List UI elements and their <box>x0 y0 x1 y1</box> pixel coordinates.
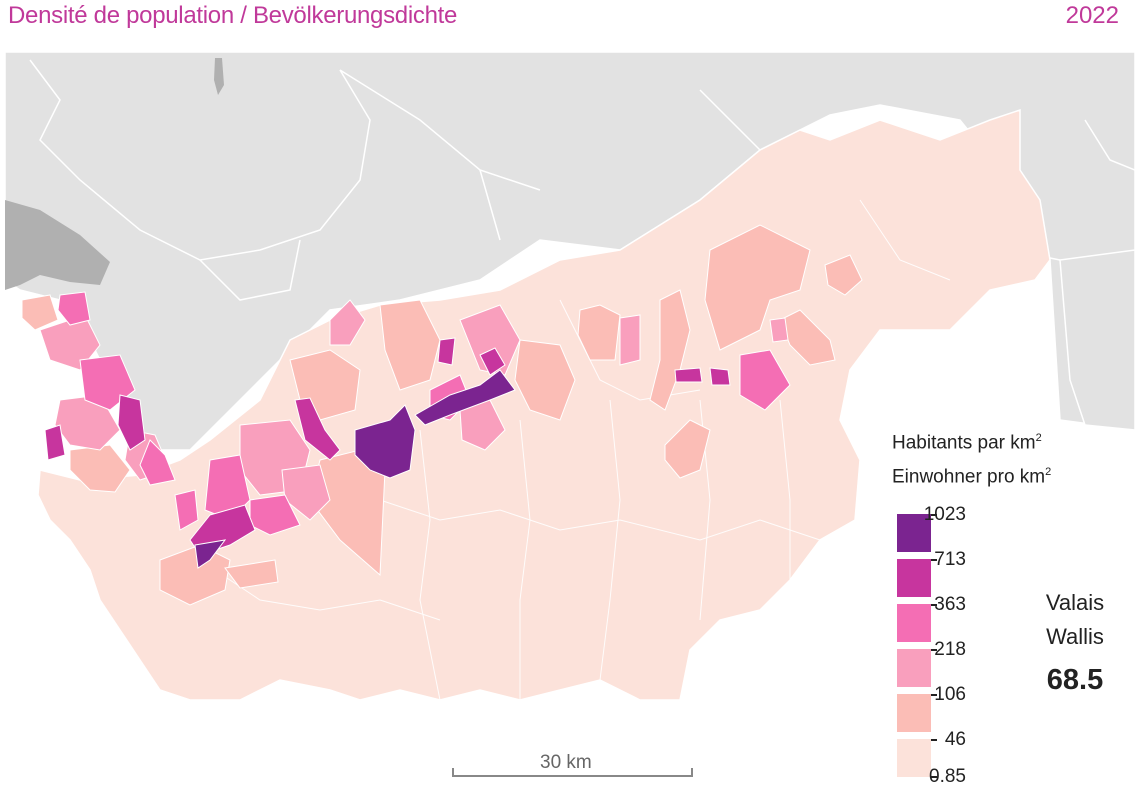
neighbour-borders <box>29 59 1135 301</box>
legend-swatch <box>897 694 931 732</box>
legend-tick <box>931 514 937 516</box>
legend-tick <box>931 559 937 561</box>
scale-bar <box>452 768 693 777</box>
commune-borders <box>199 199 951 701</box>
legend-min-label: 0.85 <box>929 766 966 787</box>
legend-tick <box>931 739 937 741</box>
map-title: Densité de population / Bevölkerungsdich… <box>8 2 458 29</box>
lake-small <box>214 58 224 95</box>
legend-title-de: Einwohner pro km2 <box>892 466 1052 488</box>
legend-class-label: 363 <box>934 594 966 615</box>
choropleth-map <box>0 48 1135 802</box>
region-name-de: Wallis <box>1046 624 1104 649</box>
legend-tick <box>931 776 937 778</box>
legend-class-label: 46 <box>944 729 966 750</box>
legend-swatch <box>897 514 931 552</box>
legend-swatch <box>897 739 931 777</box>
lake-leman <box>5 200 110 290</box>
region-name-fr: Valais <box>1045 590 1105 615</box>
communes-class-1023 <box>194 369 516 569</box>
communes-class-713 <box>44 337 731 556</box>
legend-swatch <box>897 649 931 687</box>
legend-class-label: 106 <box>934 684 966 705</box>
legend-swatch <box>897 604 931 642</box>
communes-class-106 <box>21 224 863 606</box>
legend-tick <box>931 694 937 696</box>
legend-class-label: 713 <box>934 549 966 570</box>
map-year: 2022 <box>1065 2 1119 29</box>
legend-tick <box>931 649 937 651</box>
legend-tick <box>931 604 937 606</box>
legend-title-fr: Habitants par km2 <box>892 432 1042 454</box>
scale-bar-label: 30 km <box>540 752 592 773</box>
legend-class-label: 1023 <box>923 504 966 525</box>
canton-average-density: 68.5 <box>1046 664 1104 696</box>
neighbouring-region-east <box>1059 249 1135 431</box>
legend-swatch <box>897 559 931 597</box>
legend-class-label: 218 <box>934 639 966 660</box>
